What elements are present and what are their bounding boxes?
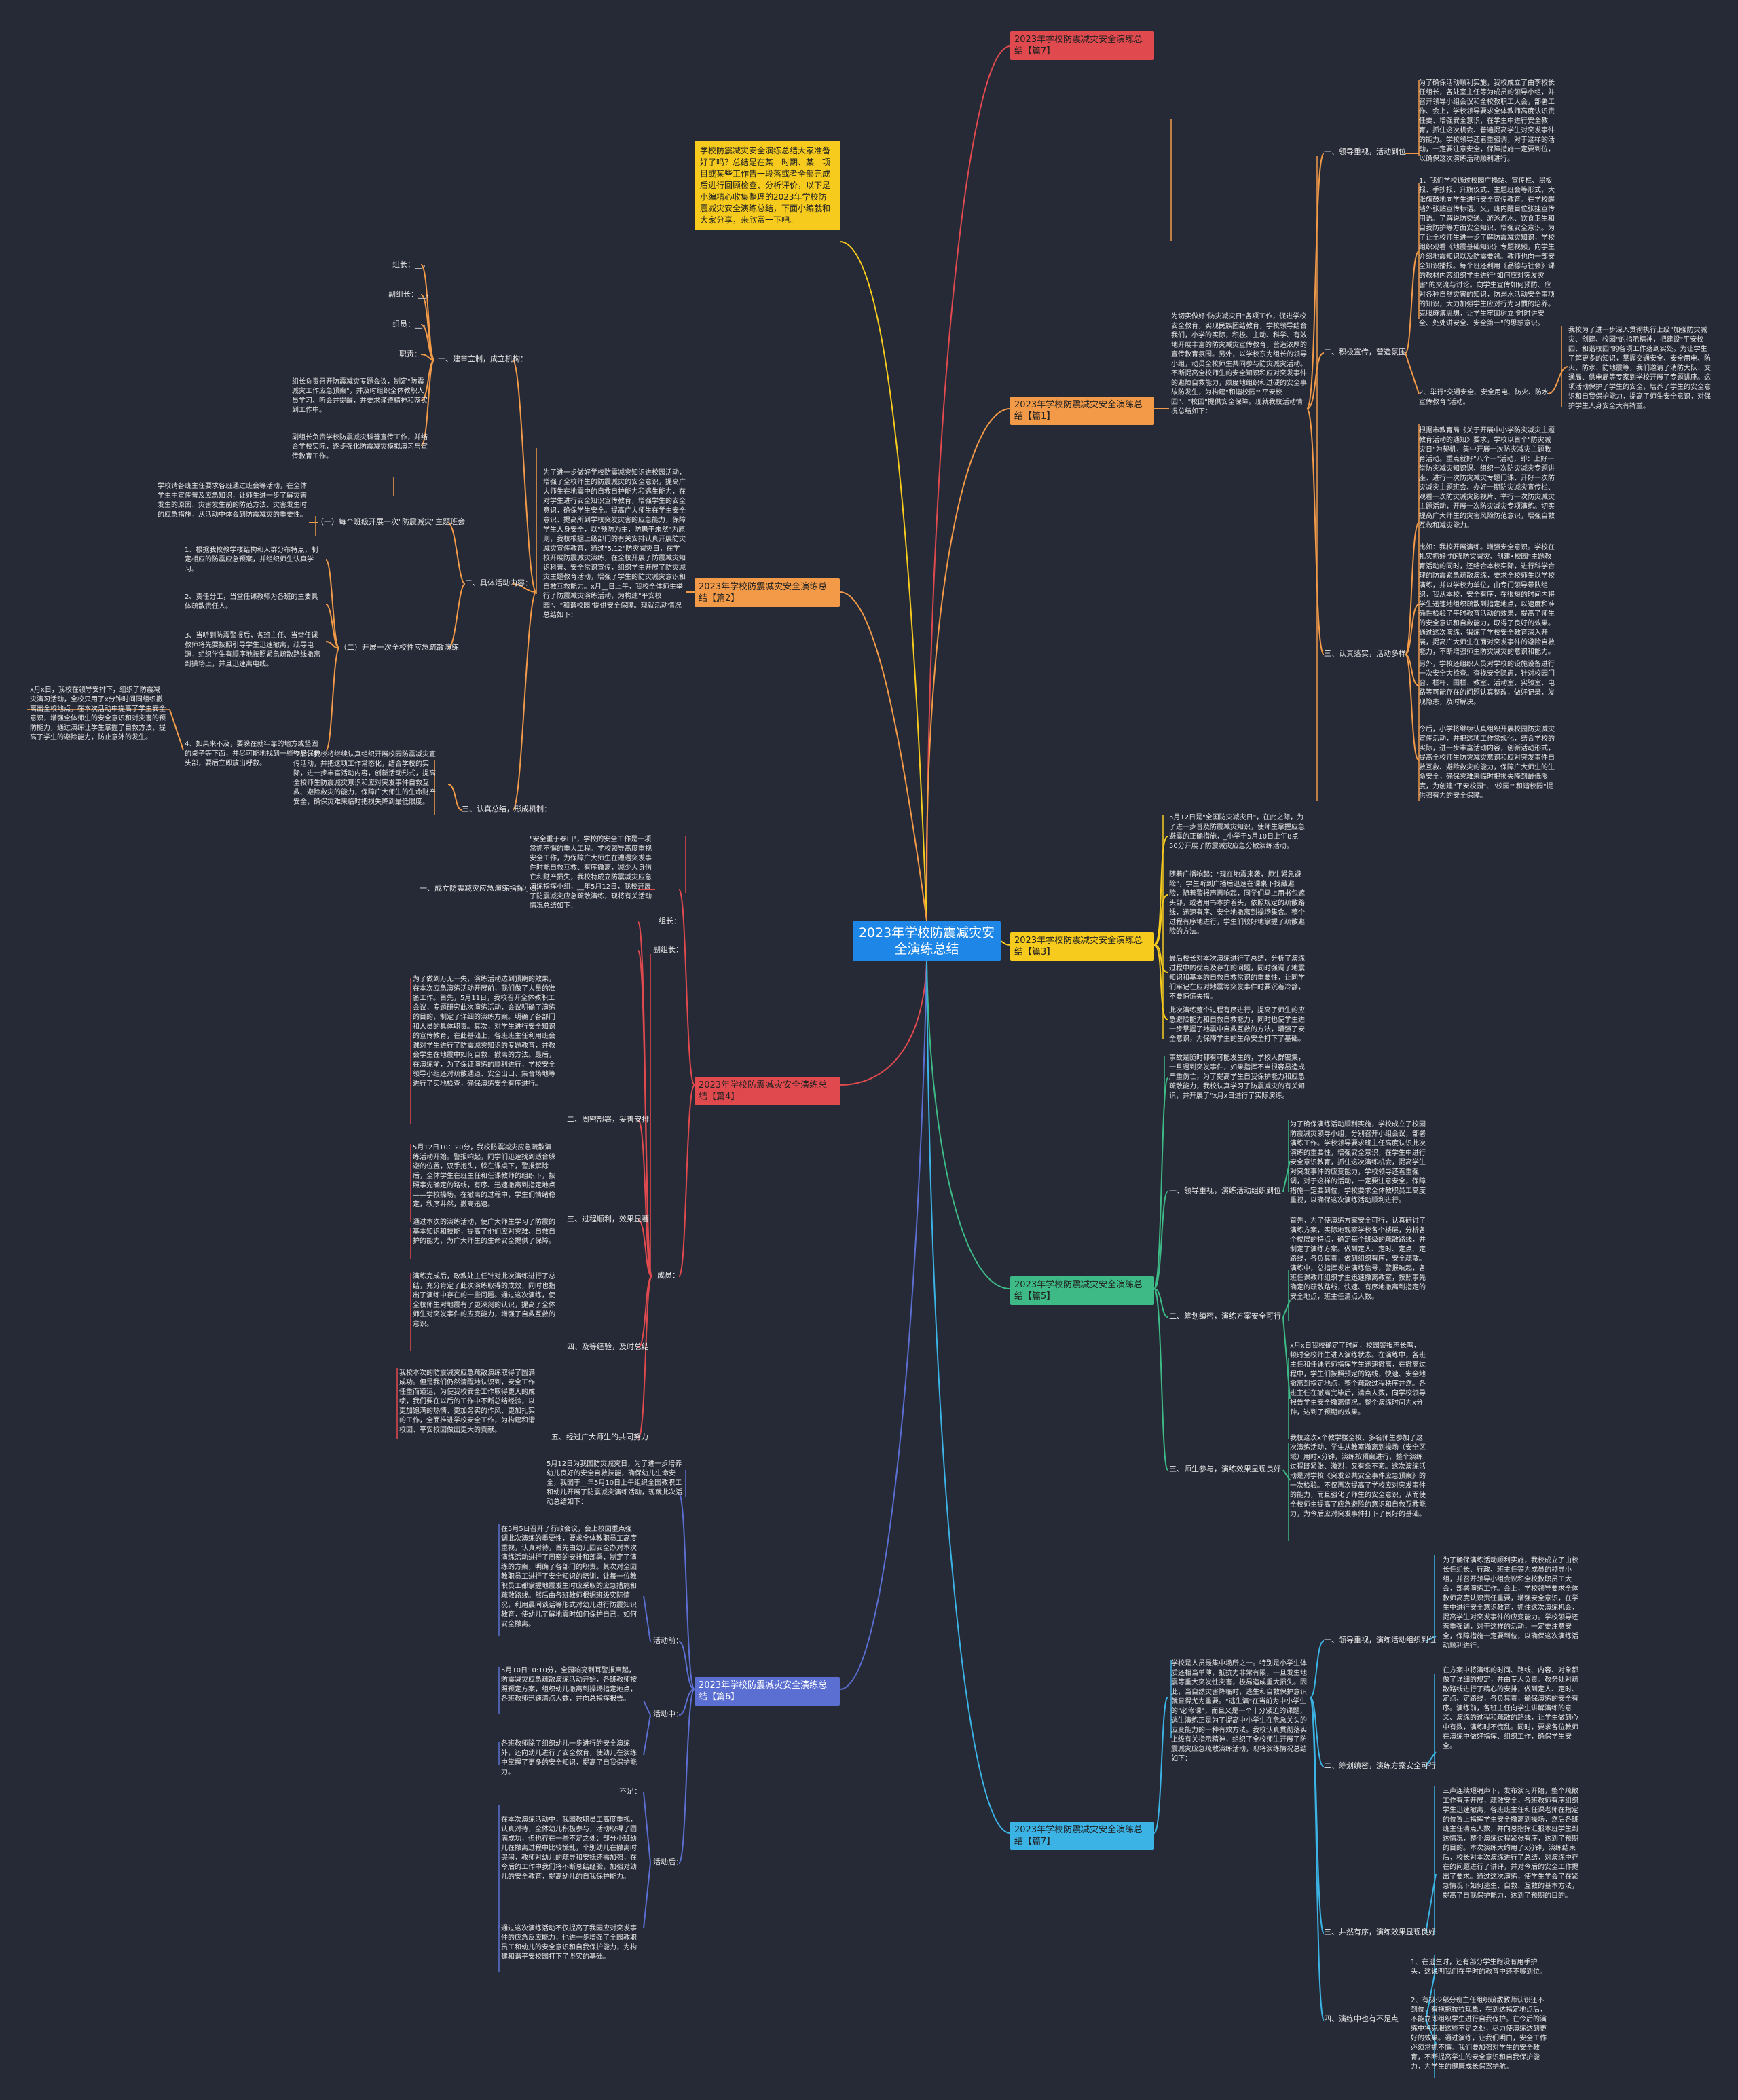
b2-sec2a-label[interactable]: （一）每个班级开展一次"防震减灾"主题班会	[316, 517, 466, 526]
b2-sec2b-label[interactable]: （二）开展一次全校性应急疏散演练	[339, 643, 459, 652]
b2-sec1-text2: 副组长负责学校防震减灾科普宣传工作，并结合学校实际，逐步强化防震减灾模拟演习与宣…	[292, 434, 428, 460]
b7-sec3-text: 三声连续短哨声下，发布演习开始，整个疏散工作有序开展，疏散安全，各班教师有序组织…	[1443, 1788, 1578, 1900]
b2-sec1-text1: 组长负责召开防震减灾专题会议，制定"防震减灾工作应急预案"，并及时组织全体教职人…	[292, 378, 428, 414]
b2-lead: 为了进一步做好学校防震减灾知识进校园活动，增强了全校师生的防震减灾的安全意识，提…	[543, 469, 686, 619]
b1-sec2-text2: 2、举行"交通安全、安全用电、防火、防水宣传教育"活动。	[1419, 389, 1549, 406]
b4-sec1-text: "安全重于泰山"，学校的安全工作是一项常抓不懈的重大工程。学校领导高度重视安全工…	[530, 836, 652, 910]
b5-lead: 事故是随时都有可能发生的，学校人群密集，一旦遇到突发事件，如果指挥不当很容易造成…	[1169, 1054, 1305, 1100]
b1-sec3-label[interactable]: 三、认真落实，活动多样	[1324, 649, 1406, 658]
b1-sec3-text4: 今后，小学将继续认真组织开展校园防灾减灾宣传活动，并把这项工作常规化，结合学校的…	[1419, 726, 1555, 800]
b2-sec2a-text: 学校请各班主任要求各班通过班会等活动，在全体学生中宣传普及应急知识，让师生进一步…	[158, 483, 307, 519]
b7-sec2-text: 在方案中将演练的时间、路线、内容、对象都做了详细的规定，并由专人负责。教务处对疏…	[1443, 1667, 1578, 1750]
b5-sec2-text2: x月x日我校确定了时间，校园警报声长鸣，顿时全校师生进入演练状态。在演练中，各班…	[1290, 1342, 1426, 1416]
b4-sec1-item-deputy: 副组长：	[653, 945, 683, 954]
b6-sec2-text2: 各班教师除了组织幼儿一步进行的安全演练外，还向幼儿进行了安全教育，使幼儿在演练中…	[501, 1740, 637, 1776]
b2-sec2b-text1: 1、根据我校教学楼结构和人群分布特点，制定相应的防震应急预案，并组织师生认真学习…	[185, 547, 318, 573]
b6-sec1-label[interactable]: 活动前：	[653, 1636, 683, 1645]
b6-sec3-text1: 在本次演练活动中，我园教职员工高度重视，认真对待，全体幼儿积极参与，活动取得了圆…	[501, 1816, 637, 1881]
b5-sec3-label[interactable]: 三、师生参与，演练效果显现良好	[1169, 1465, 1281, 1473]
branch-piece-3[interactable]: 2023年学校防震减灾安全演练总结【篇3】	[1010, 932, 1154, 961]
b2-sec2-label[interactable]: 二、具体活动内容：	[465, 578, 532, 587]
root-node-title[interactable]: 2023年学校防震减灾安全演练总结	[853, 921, 1001, 961]
branch-piece-5[interactable]: 2023年学校防震减灾安全演练总结【篇5】	[1010, 1276, 1154, 1305]
b4-sec1-label[interactable]: 一、成立防震减灾应急演练指挥小组	[420, 884, 539, 893]
branch-piece-2[interactable]: 2023年学校防震减灾安全演练总结【篇2】	[695, 578, 840, 607]
b4-sec2-label[interactable]: 成员：	[657, 1271, 680, 1280]
b4-sec2a-text: 为了做到万无一失，演练活动达到预期的效果，在本次应急演练活动开展前，我们做了大量…	[413, 976, 555, 1088]
b2-sec3-text: 今后，我校将继续认真组织开展校园防震减灾宣传活动，并把这项工作常态化，结合学校的…	[293, 751, 436, 806]
b6-sec1-text: 在5月5日召开了行政会议，会上校园重点强调此次演练的重要性，要求全体教职员工高度…	[501, 1526, 637, 1628]
b2-sec2b-text2: 2、责任分工，当堂任课教师为各班的主要具体疏散责任人。	[185, 593, 318, 610]
branch-piece-4[interactable]: 2023年学校防震减灾安全演练总结【篇4】	[695, 1077, 840, 1105]
b4-sec1-item-leader: 组长：	[659, 917, 681, 925]
b1-sec3-text3: 另外，学校还组织人员对学校的设施设备进行一次安全大检查。查找安全隐患，针对校园门…	[1419, 661, 1555, 706]
b5-sec2-label[interactable]: 二、筹划缜密，演练方案安全可行	[1169, 1312, 1281, 1321]
b3-text4: 此次演练整个过程有序进行，提高了师生的应急避险能力和自救自救能力，同时也使学生进…	[1169, 1007, 1305, 1043]
b3-text2: 随着广播响起："现在地震来袭，师生紧急避险"，学生听到广播后迅速在课桌下找藏避险…	[1169, 871, 1305, 936]
b2-sec1-item-duty: 职责：	[399, 350, 422, 358]
b1-sec3-text1: 根据市教育局《关于开展中小学防灾减灾主题教育活动的通知》要求，学校以首个"防灾减…	[1419, 427, 1555, 530]
b3-text3: 最后校长对本次演练进行了总结，分析了演练过程中的优点及存在的问题，同时强调了地震…	[1169, 955, 1305, 1001]
b6-sec3-shortcoming-label[interactable]: 不足：	[619, 1787, 642, 1796]
b4-sec2b-text1: 5月12日10：20分，我校防震减灾应急疏散演练活动开始。警报响起，同学们迅速找…	[413, 1144, 555, 1209]
b5-sec1-text: 为了确保演练活动顺利实施，学校成立了校园防震减灾领导小组，分别召开小组会议，部署…	[1290, 1121, 1426, 1204]
branch-piece-1[interactable]: 2023年学校防震减灾安全演练总结【篇1】	[1010, 397, 1154, 425]
b4-sec2d-label[interactable]: 五、经过广大师生的共同努力	[551, 1433, 648, 1441]
b2-sec3-label[interactable]: 三、认真总结，形成机制：	[462, 805, 551, 813]
b5-sec1-label[interactable]: 一、领导重视，演练活动组织到位	[1169, 1186, 1281, 1195]
b2-sec1-item-leader: 组长：__，	[392, 260, 430, 269]
b2-sec2b-text4: 4、如果来不及，要躲在就牢靠的地方或坚固的桌子等下面，并尽可能地找到一些物品保护…	[185, 741, 320, 767]
intro-note: 学校防震减灾安全演练总结大家准备好了吗？总结是在某一时期、某一项目或某些工作告一…	[695, 141, 840, 230]
b2-sec1-item-member: 组员：__，	[392, 320, 430, 329]
b2-sec1-label[interactable]: 一、建章立制，成立机构：	[438, 354, 528, 363]
branch-piece-7[interactable]: 2023年学校防震减灾安全演练总结【篇7】	[1010, 1822, 1154, 1850]
b7-sec4-label[interactable]: 四、演练中也有不足点	[1324, 2014, 1399, 2023]
b2-sec1-item-deputy: 副组长：__，	[388, 290, 433, 299]
b6-sec3-label[interactable]: 活动后：	[653, 1858, 683, 1866]
b1-sec2-text3: 我校为了进一步深入贯彻执行上级"加强防灾减灾、创建、校园"的指示精神，把建设"平…	[1568, 327, 1711, 410]
b7-sec4-text2: 2、有极少部分班主任组织疏散教师认识还不到位，有拖拖拉拉现象，在到达指定地点后，…	[1411, 1997, 1547, 2071]
b3-text1: 5月12日是"全国防灾减灾日"，在此之际，为了进一步普及防震减灾知识，使师生掌握…	[1169, 814, 1305, 850]
b1-sec2-text1: 1、我们学校通过校园广播站、宣传栏、黑板报、手抄报、升旗仪式、主题班会等形式，大…	[1419, 177, 1555, 327]
b1-sec1-label[interactable]: 一、领导重视，活动到位	[1324, 147, 1406, 156]
b6-sec3-text2: 通过这次演练活动不仅提高了我园应对突发事件的应急反应能力，也进一步增强了全园教职…	[501, 1925, 637, 1961]
b1-lead: 为切实做好"防灾减灾日"各项工作，促进学校安全教育，实现民族团结教育，学校领导结…	[1171, 313, 1307, 416]
b2-sec2b-text5: x月x日，我校在领导安排下，组织了防震减灾演习活动，全校只用了x分钟时间同组织撤…	[30, 686, 166, 741]
branch-piece-6[interactable]: 2023年学校防震减灾安全演练总结【篇6】	[695, 1677, 840, 1706]
b5-sec2-text1: 首先，为了使演练方案安全可行，认真研讨了演练方案，实际地观察学校各个楼层，分析各…	[1290, 1217, 1426, 1301]
b7-lead: 学校是人员最集中场所之一。特别是小学生体质还相当单薄，抵抗力非常有限，一旦发生地…	[1171, 1660, 1307, 1763]
b1-sec2-label[interactable]: 二、积极宣传，营造氛围	[1324, 348, 1406, 356]
b7-sec1-label[interactable]: 一、领导重视，演练活动组织到位	[1324, 1636, 1436, 1644]
b1-sec1-text: 为了确保活动顺利实施，我校成立了由李校长任组长，各处室主任等为成员的领导小组，并…	[1419, 79, 1555, 163]
b5-sec3-text: 我校这次x个教学楼全校、多名师生参加了这次演练活动，学生从教室撤离到操场（安全区…	[1290, 1435, 1426, 1518]
b1-sec3-text2: 比如：我校开展演练。增强安全意识。学校在扎实抓好"加强防灾减灾、创建•校园"主题…	[1419, 544, 1555, 656]
b7-sec2-label[interactable]: 二、筹划缜密，演练方案安全可行	[1324, 1761, 1436, 1770]
b4-sec2d-text: 我校本次的防震减灾应急疏散演练取得了圆满成功。但是我们仍然清醒地认识到，安全工作…	[399, 1369, 535, 1434]
b7-sec1-text: 为了确保演练活动顺利实施，我校成立了由校长任组长、行政、班主任等为成员的领导小组…	[1443, 1557, 1578, 1650]
b7-sec4-text1: 1、在逃生时，还有部分学生跑没有用手护头，这说明我们在平时的教育中还不够到位。	[1411, 1959, 1547, 1976]
b6-sec2-label[interactable]: 活动中：	[653, 1710, 683, 1718]
b4-sec2a-label[interactable]: 二、周密部署，妥善安排	[567, 1115, 649, 1124]
b2-sec2b-text3: 3、当听到防震警报后，各班主任、当堂任课教师将先要按照引导学生迅速撤离，疏导电源…	[185, 632, 320, 668]
branch-overview[interactable]: 2023年学校防震减灾安全演练总结【篇7】	[1010, 31, 1154, 60]
b4-sec2c-text: 演练完成后，政教处主任针对此次演练进行了总结，充分肯定了此次演练取得的成效，同时…	[413, 1273, 555, 1328]
b6-sec2-text1: 5月10日10:10分，全园响亮刺耳警报声起，防震减灾应急疏散演练活动开始，各班…	[501, 1667, 637, 1703]
b6-lead: 5月12日为我国防灾减灾日，为了进一步培养幼儿良好的安全自救技能，确保幼儿生命安…	[547, 1460, 682, 1506]
b4-sec2b-text2: 通过本次的演练活动，使广大师生学习了防震的基本知识和技能，提高了他们应对灾难、自…	[413, 1219, 555, 1245]
b7-sec3-label[interactable]: 三、井然有序，演练效果显现良好	[1324, 1928, 1436, 1936]
b4-sec2b-label[interactable]: 三、过程顺利，效果显著	[567, 1215, 649, 1223]
b4-sec2c-label[interactable]: 四、及等经验，及时总结	[567, 1342, 649, 1351]
